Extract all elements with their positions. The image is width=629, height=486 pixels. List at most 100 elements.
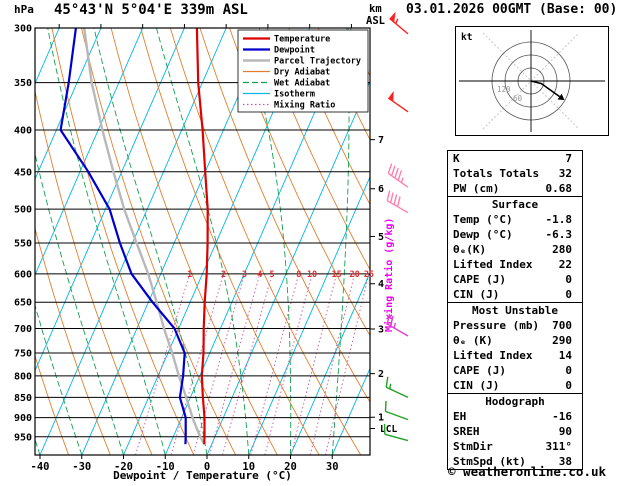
svg-text:-30: -30 (72, 461, 91, 473)
svg-text:450: 450 (14, 167, 32, 178)
svg-text:1: 1 (187, 270, 192, 280)
svg-text:8: 8 (296, 270, 301, 280)
table-row-label: θₑ(K) (453, 243, 487, 256)
svg-text:400: 400 (14, 126, 32, 137)
svg-text:2: 2 (378, 369, 384, 380)
table-row-value: 311° (545, 440, 573, 453)
table-row-value: 0 (565, 273, 572, 286)
svg-text:7: 7 (378, 135, 384, 146)
legend-label: Mixing Ratio (274, 100, 335, 111)
svg-text:20: 20 (350, 270, 360, 280)
wind-barb (386, 190, 409, 214)
table-row-label: StmSpd (kt) (453, 455, 526, 468)
svg-text:550: 550 (14, 238, 32, 249)
svg-text:3: 3 (242, 270, 247, 280)
table-row: Totals Totals 32 (448, 166, 582, 181)
table-row-value: 90 (558, 425, 572, 438)
svg-text:750: 750 (14, 348, 32, 359)
table-row: StmSpd (kt) 38 (448, 454, 582, 469)
table-row-value: 7 (565, 152, 572, 165)
svg-text:650: 650 (14, 298, 32, 309)
svg-text:20: 20 (284, 461, 297, 473)
table-row: Lifted Index 22 (448, 257, 582, 272)
copyright: © weatheronline.co.uk (448, 464, 607, 479)
svg-text:30: 30 (326, 461, 339, 473)
table-row-label: θₑ (K) (453, 334, 493, 347)
table-row-value: -1.8 (545, 213, 573, 226)
table-row-label: Totals Totals (453, 167, 540, 180)
table-row: Temp (°C) -1.8 (448, 212, 582, 227)
table-row-value: 0 (565, 288, 572, 301)
pressure-axis-labels: 300 350 400 450 500 550 600 650 700 750 800 850 900 9… (14, 24, 32, 444)
asl-label: ASL (366, 15, 385, 27)
indices-table: K 7 Totals Totals 32 PW (cm) 0.68 Surface Temp … (447, 150, 583, 470)
wind-barb (387, 163, 409, 188)
table-row-label: StmDir (453, 440, 493, 453)
temperature-curve (195, 28, 209, 445)
svg-text:950: 950 (14, 432, 32, 443)
plot-border (34, 27, 371, 456)
wind-barb (383, 423, 409, 442)
legend-label: Dry Adiabat (274, 67, 330, 78)
svg-text:-20: -20 (114, 461, 133, 473)
legend-label: Isotherm (274, 90, 315, 100)
wind-barb (386, 313, 409, 337)
table-row-value: 0.68 (545, 182, 573, 195)
svg-text:-10: -10 (156, 461, 175, 473)
dewpoint-curve (59, 28, 187, 445)
table-row: CIN (J) 0 (448, 378, 582, 393)
svg-text:10: 10 (307, 270, 317, 280)
wind-barb (389, 11, 409, 35)
table-row-value: 14 (558, 349, 572, 362)
table-section: K 7 Totals Totals 32 PW (cm) 0.68 (448, 151, 582, 196)
table-row-label: K (453, 152, 460, 165)
temp-axis-labels: -40 -30 -20 -10 0 10 20 30 (31, 455, 339, 473)
table-section: Surface Temp (°C) -1.8 Dewp (°C) -6.3 θₑ(K) 28… (448, 196, 582, 302)
table-row-value: 22 (558, 258, 572, 271)
svg-text:900: 900 (14, 413, 32, 424)
table-row-value: 0 (565, 379, 572, 392)
table-row: Lifted Index 14 (448, 348, 582, 363)
mixing-ratio-labels: 1 2 3 4 5 8 10 15 20 25 (187, 270, 374, 280)
table-row-value: 700 (552, 319, 572, 332)
wind-barbs-group (383, 11, 409, 442)
table-row-label: Lifted Index (453, 349, 533, 362)
table-row-label: SREH (453, 425, 480, 438)
hodo-trace (530, 80, 561, 98)
table-row: SREH 90 (448, 424, 582, 439)
hodo-arrowhead (557, 93, 565, 101)
table-row-label: PW (cm) (453, 182, 500, 195)
table-section: Most Unstable Pressure (mb) 700 θₑ (K) 290 Li… (448, 302, 582, 393)
svg-text:800: 800 (14, 371, 32, 382)
table-section: Hodograph EH -16 SREH 90 StmDir 311° StmSpd (kt… (448, 393, 582, 469)
table-row-value: 32 (558, 167, 572, 180)
table-row-value: -16 (552, 410, 572, 423)
svg-text:3: 3 (378, 325, 384, 336)
table-row-value: 290 (552, 334, 572, 347)
mixing-ratio-axis-title: Mixing Ratio (g/kg) (383, 218, 395, 332)
legend-label: Dewpoint (274, 45, 315, 56)
svg-text:15: 15 (331, 270, 341, 280)
km-axis-labels: 1 2 3 4 5 6 7 (370, 135, 384, 424)
hodo-direction-label: 60 (513, 94, 523, 103)
svg-text:10: 10 (242, 461, 255, 473)
svg-text:500: 500 (14, 205, 32, 216)
km-axis-unit-label: km (369, 3, 382, 15)
table-row: EH -16 (448, 409, 582, 424)
legend-label: Wet Adiabat (274, 78, 330, 89)
svg-text:25: 25 (364, 270, 374, 280)
temp-axis-title: Dewpoint / Temperature (°C) (113, 469, 292, 482)
svg-text:-40: -40 (31, 461, 50, 473)
run-date-title: 03.01.2026 00GMT (Base: 00) (406, 2, 618, 17)
hodo-unit-label: kt (461, 32, 472, 43)
table-row-label: EH (453, 410, 467, 423)
svg-text:300: 300 (14, 24, 32, 35)
svg-text:0: 0 (204, 461, 210, 473)
pressure-unit-label: hPa (14, 3, 34, 16)
profiles-group (59, 28, 209, 445)
legend-label: Temperature (274, 35, 330, 45)
